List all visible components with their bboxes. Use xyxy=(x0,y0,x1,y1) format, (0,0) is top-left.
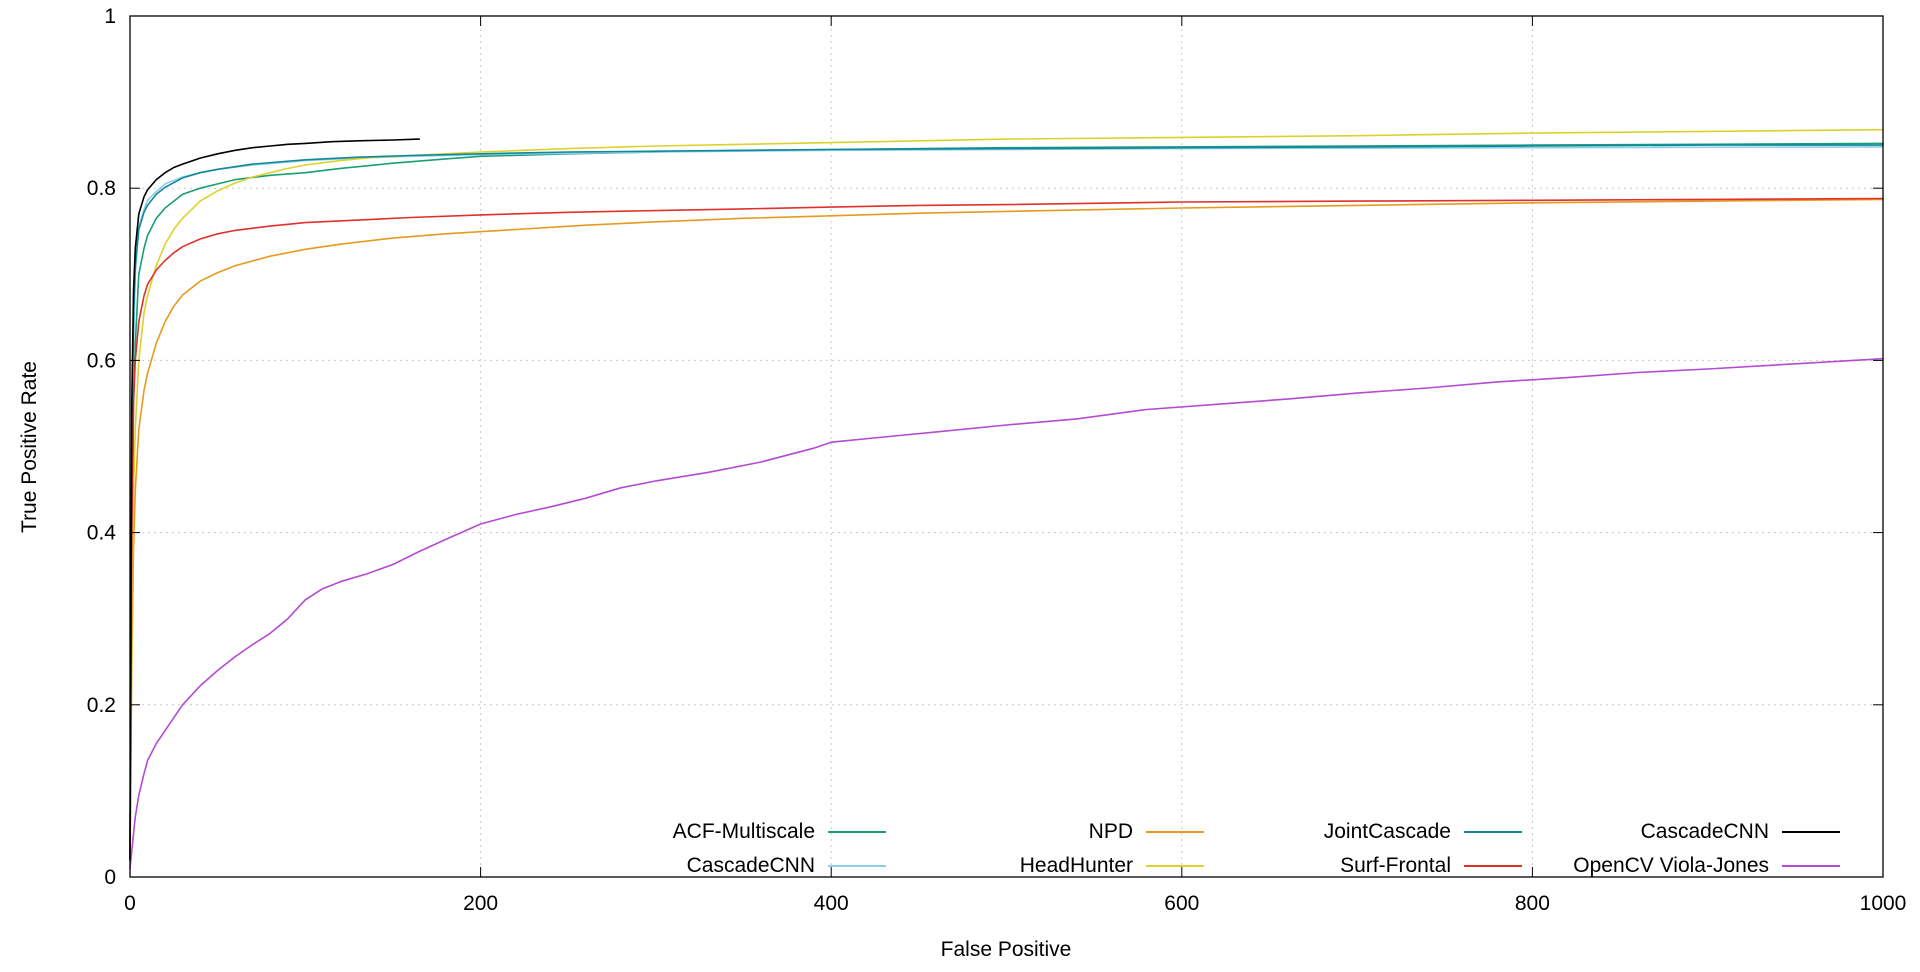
tick-labels: 0 200 400 600 800 1000 0 0.2 0.4 0.6 0.8 1 xyxy=(87,5,1907,915)
series-line-headhunter xyxy=(129,128,1884,861)
x-tick-label: 200 xyxy=(463,892,498,915)
legend-line-swatch xyxy=(1782,831,1840,833)
y-tick-label: 0.8 xyxy=(87,177,116,200)
legend-label: NPD xyxy=(1088,820,1133,843)
series-line-cascadecnn xyxy=(129,138,421,861)
legend-item: Surf-Frontal xyxy=(1204,854,1522,878)
chart-legend: ACF-Multiscale NPD JointCascade CascadeCNN C… xyxy=(568,820,1840,878)
legend-line-swatch xyxy=(1146,865,1204,867)
x-tick-label: 800 xyxy=(1515,892,1550,915)
legend-item: NPD xyxy=(886,820,1204,844)
legend-label: Surf-Frontal xyxy=(1340,854,1451,877)
series-line-surf-frontal xyxy=(129,197,1884,861)
series-line-opencv-viola-jones xyxy=(129,357,1884,870)
legend-line-swatch xyxy=(828,831,886,833)
legend-label: CascadeCNN xyxy=(1640,820,1769,843)
legend-line-swatch xyxy=(828,865,886,867)
x-axis-label: False Positive xyxy=(940,938,1072,961)
series-line-jointcascade xyxy=(129,144,1884,861)
legend-item: CascadeCNN xyxy=(568,854,886,878)
legend-line-swatch xyxy=(1782,865,1840,867)
x-tick-label: 1000 xyxy=(1860,892,1907,915)
legend-line-swatch xyxy=(1146,831,1204,833)
series-lines xyxy=(129,128,1884,870)
legend-label: ACF-Multiscale xyxy=(672,820,815,843)
series-line-acf-multiscale xyxy=(129,142,1884,861)
x-tick-label: 600 xyxy=(1164,892,1199,915)
axes xyxy=(129,15,1884,878)
legend-item: HeadHunter xyxy=(886,854,1204,878)
legend-line-swatch xyxy=(1464,831,1522,833)
y-tick-label: 0.2 xyxy=(87,694,116,717)
y-tick-label: 0 xyxy=(104,866,116,889)
x-tick-label: 0 xyxy=(124,892,136,915)
y-tick-label: 0.6 xyxy=(87,349,116,372)
legend-item: JointCascade xyxy=(1204,820,1522,844)
legend-label: CascadeCNN xyxy=(686,854,815,877)
y-axis-label: True Positive Rate xyxy=(18,361,41,533)
x-tick-label: 400 xyxy=(814,892,849,915)
plot-frame xyxy=(129,15,1884,878)
legend-item: CascadeCNN xyxy=(1522,820,1840,844)
y-tick-label: 0.4 xyxy=(87,522,117,545)
legend-label: JointCascade xyxy=(1323,820,1451,843)
legend-label: OpenCV Viola-Jones xyxy=(1573,854,1769,877)
legend-label: HeadHunter xyxy=(1019,854,1133,877)
y-tick-label: 1 xyxy=(104,5,116,28)
series-line-cascadecnn xyxy=(129,146,1884,861)
legend-item: OpenCV Viola-Jones xyxy=(1522,854,1840,878)
legend-item: ACF-Multiscale xyxy=(568,820,886,844)
legend-line-swatch xyxy=(1464,865,1522,867)
series-line-npd xyxy=(129,198,1884,861)
